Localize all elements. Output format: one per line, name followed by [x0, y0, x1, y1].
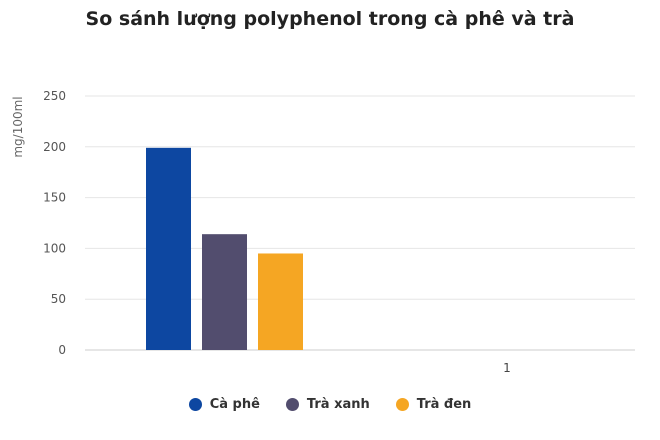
y-tick-label: 250 [43, 89, 66, 103]
legend-item[interactable]: Trà đen [395, 397, 472, 412]
bar-trà-đen[interactable] [258, 253, 303, 350]
chart-legend: Cà phê Trà xanh Trà đen [0, 397, 660, 412]
chart-title: So sánh lượng polyphenol trong cà phê và… [85, 8, 575, 30]
y-tick-label: 150 [43, 191, 66, 205]
legend-marker [285, 398, 299, 411]
legend-label: Trà xanh [306, 397, 370, 412]
y-axis-label: mg/100ml [11, 96, 25, 157]
y-tick-label: 100 [43, 241, 66, 255]
bar-cà-phê[interactable] [146, 147, 191, 350]
legend-marker [188, 398, 202, 411]
legend-marker [395, 398, 409, 411]
y-tick-label: 0 [58, 343, 66, 357]
chart-plot: 0 50 100 150 200 250 mg/100ml 1 [11, 89, 635, 375]
y-tick-label: 50 [51, 292, 66, 306]
legend-label: Trà đen [416, 397, 472, 412]
bar-trà-xanh[interactable] [202, 234, 247, 350]
legend-label: Cà phê [209, 397, 260, 412]
y-tick-label: 200 [43, 140, 66, 154]
x-tick-label: 1 [503, 361, 511, 375]
legend-item[interactable]: Cà phê [188, 397, 260, 412]
legend-item[interactable]: Trà xanh [285, 397, 370, 412]
